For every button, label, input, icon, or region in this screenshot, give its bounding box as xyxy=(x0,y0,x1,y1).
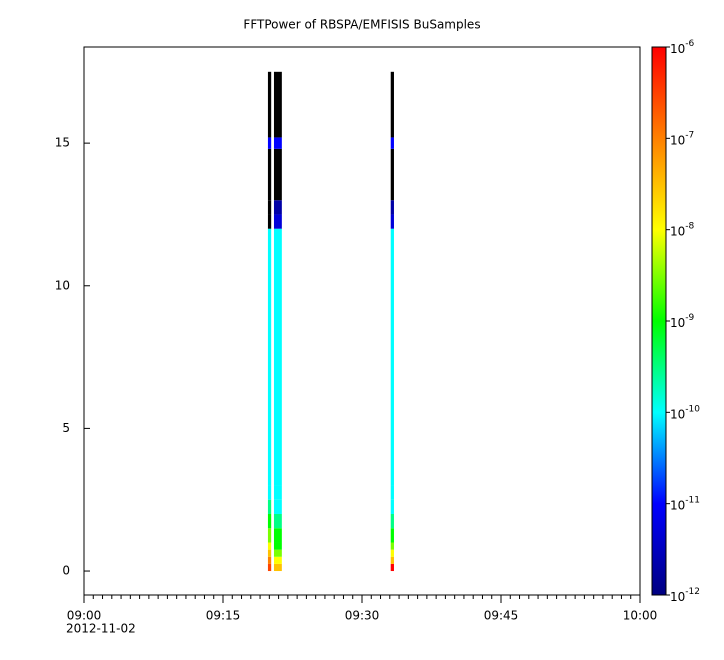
spectrogram-cell xyxy=(267,200,272,215)
spectrogram-cell xyxy=(267,549,272,557)
spectrogram-cell xyxy=(390,148,394,201)
y-tick-label: 0 xyxy=(62,564,70,578)
colorbar-tick-base: 10 xyxy=(670,590,685,604)
x-tick-label: 09:30 xyxy=(345,609,380,623)
spectrogram-cell xyxy=(273,148,282,201)
spectrogram-cell xyxy=(390,528,394,543)
spectrogram-cell xyxy=(390,556,394,564)
y-tick-label: 5 xyxy=(62,421,70,435)
spectrogram-cell xyxy=(267,137,272,149)
spectrogram-cell xyxy=(267,71,272,138)
plot-area xyxy=(84,47,640,595)
spectrogram-cell xyxy=(273,542,282,550)
colorbar-tick-base: 10 xyxy=(670,224,685,238)
colorbar-tick-exponent: -10 xyxy=(685,404,700,414)
spectrogram-cell xyxy=(273,71,282,138)
colorbar-tick-exponent: -7 xyxy=(685,130,694,140)
x-tick-label: 09:45 xyxy=(484,609,519,623)
chart-title: FFTPower of RBSPA/EMFISIS BuSamples xyxy=(243,18,480,32)
colorbar-tick-base: 10 xyxy=(670,42,685,56)
spectrogram-cell xyxy=(273,228,282,486)
colorbar-tick-exponent: -6 xyxy=(685,39,694,49)
x-tick-label: 10:00 xyxy=(623,609,658,623)
spectrogram-cell xyxy=(273,485,282,500)
spectrogram-cell xyxy=(390,513,394,529)
colorbar xyxy=(651,46,667,596)
spectrogram-cell xyxy=(267,148,272,201)
colorbar-tick-exponent: -12 xyxy=(685,587,700,597)
colorbar-tick-label: 10-8 xyxy=(670,221,695,238)
spectrogram-cell xyxy=(273,137,282,149)
x-tick-label: 09:15 xyxy=(206,609,241,623)
colorbar-tick-base: 10 xyxy=(670,498,685,512)
colorbar-tick-label: 10-7 xyxy=(670,130,694,147)
spectrogram-cell xyxy=(267,513,272,529)
spectrogram-cell xyxy=(390,71,394,138)
spectrogram-cell xyxy=(267,556,272,564)
colorbar-tick-exponent: -8 xyxy=(685,221,694,231)
spectrogram-cell xyxy=(390,200,394,215)
spectrogram-cell xyxy=(273,556,282,564)
spectrogram-cell xyxy=(390,228,394,486)
spectrogram-cell xyxy=(273,499,282,514)
x-tick-label: 09:00 xyxy=(67,609,102,623)
colorbar-tick-label: 10-9 xyxy=(670,313,695,330)
colorbar-tick-label: 10-11 xyxy=(670,495,700,512)
spectrogram-cell xyxy=(390,214,394,229)
colorbar-tick-base: 10 xyxy=(670,407,685,421)
spectrogram-cell xyxy=(390,542,394,550)
spectrogram-cell xyxy=(267,563,272,572)
spectrogram-cell xyxy=(273,513,282,529)
colorbar-tick-exponent: -9 xyxy=(685,313,694,323)
spectrogram-cell xyxy=(273,528,282,543)
x-date-label: 2012-11-02 xyxy=(66,622,136,636)
spectrogram-cell xyxy=(267,485,272,500)
spectrogram-cell xyxy=(390,137,394,149)
spectrogram-cell xyxy=(267,214,272,229)
spectrogram-cell xyxy=(267,542,272,550)
y-tick-label: 15 xyxy=(55,136,70,150)
spectrogram-cell xyxy=(267,499,272,514)
colorbar-tick-label: 10-6 xyxy=(670,39,695,56)
y-tick-label: 10 xyxy=(55,278,70,292)
spectrogram-cell xyxy=(273,563,282,572)
spectrogram-cell xyxy=(390,563,394,572)
spectrogram-cell xyxy=(273,214,282,229)
spectrogram-cell xyxy=(267,228,272,486)
spectrogram-cell xyxy=(390,485,394,500)
spectrogram-cell xyxy=(267,528,272,543)
colorbar-tick-base: 10 xyxy=(670,316,685,330)
colorbar-tick-label: 10-12 xyxy=(670,587,700,604)
colorbar-tick-base: 10 xyxy=(670,133,685,147)
spectrogram-cell xyxy=(390,549,394,557)
spectrogram-cell xyxy=(273,200,282,215)
spectrogram-cell xyxy=(273,549,282,557)
colorbar-tick-label: 10-10 xyxy=(670,404,700,421)
spectrogram-cell xyxy=(390,499,394,514)
colorbar-tick-exponent: -11 xyxy=(685,495,700,505)
